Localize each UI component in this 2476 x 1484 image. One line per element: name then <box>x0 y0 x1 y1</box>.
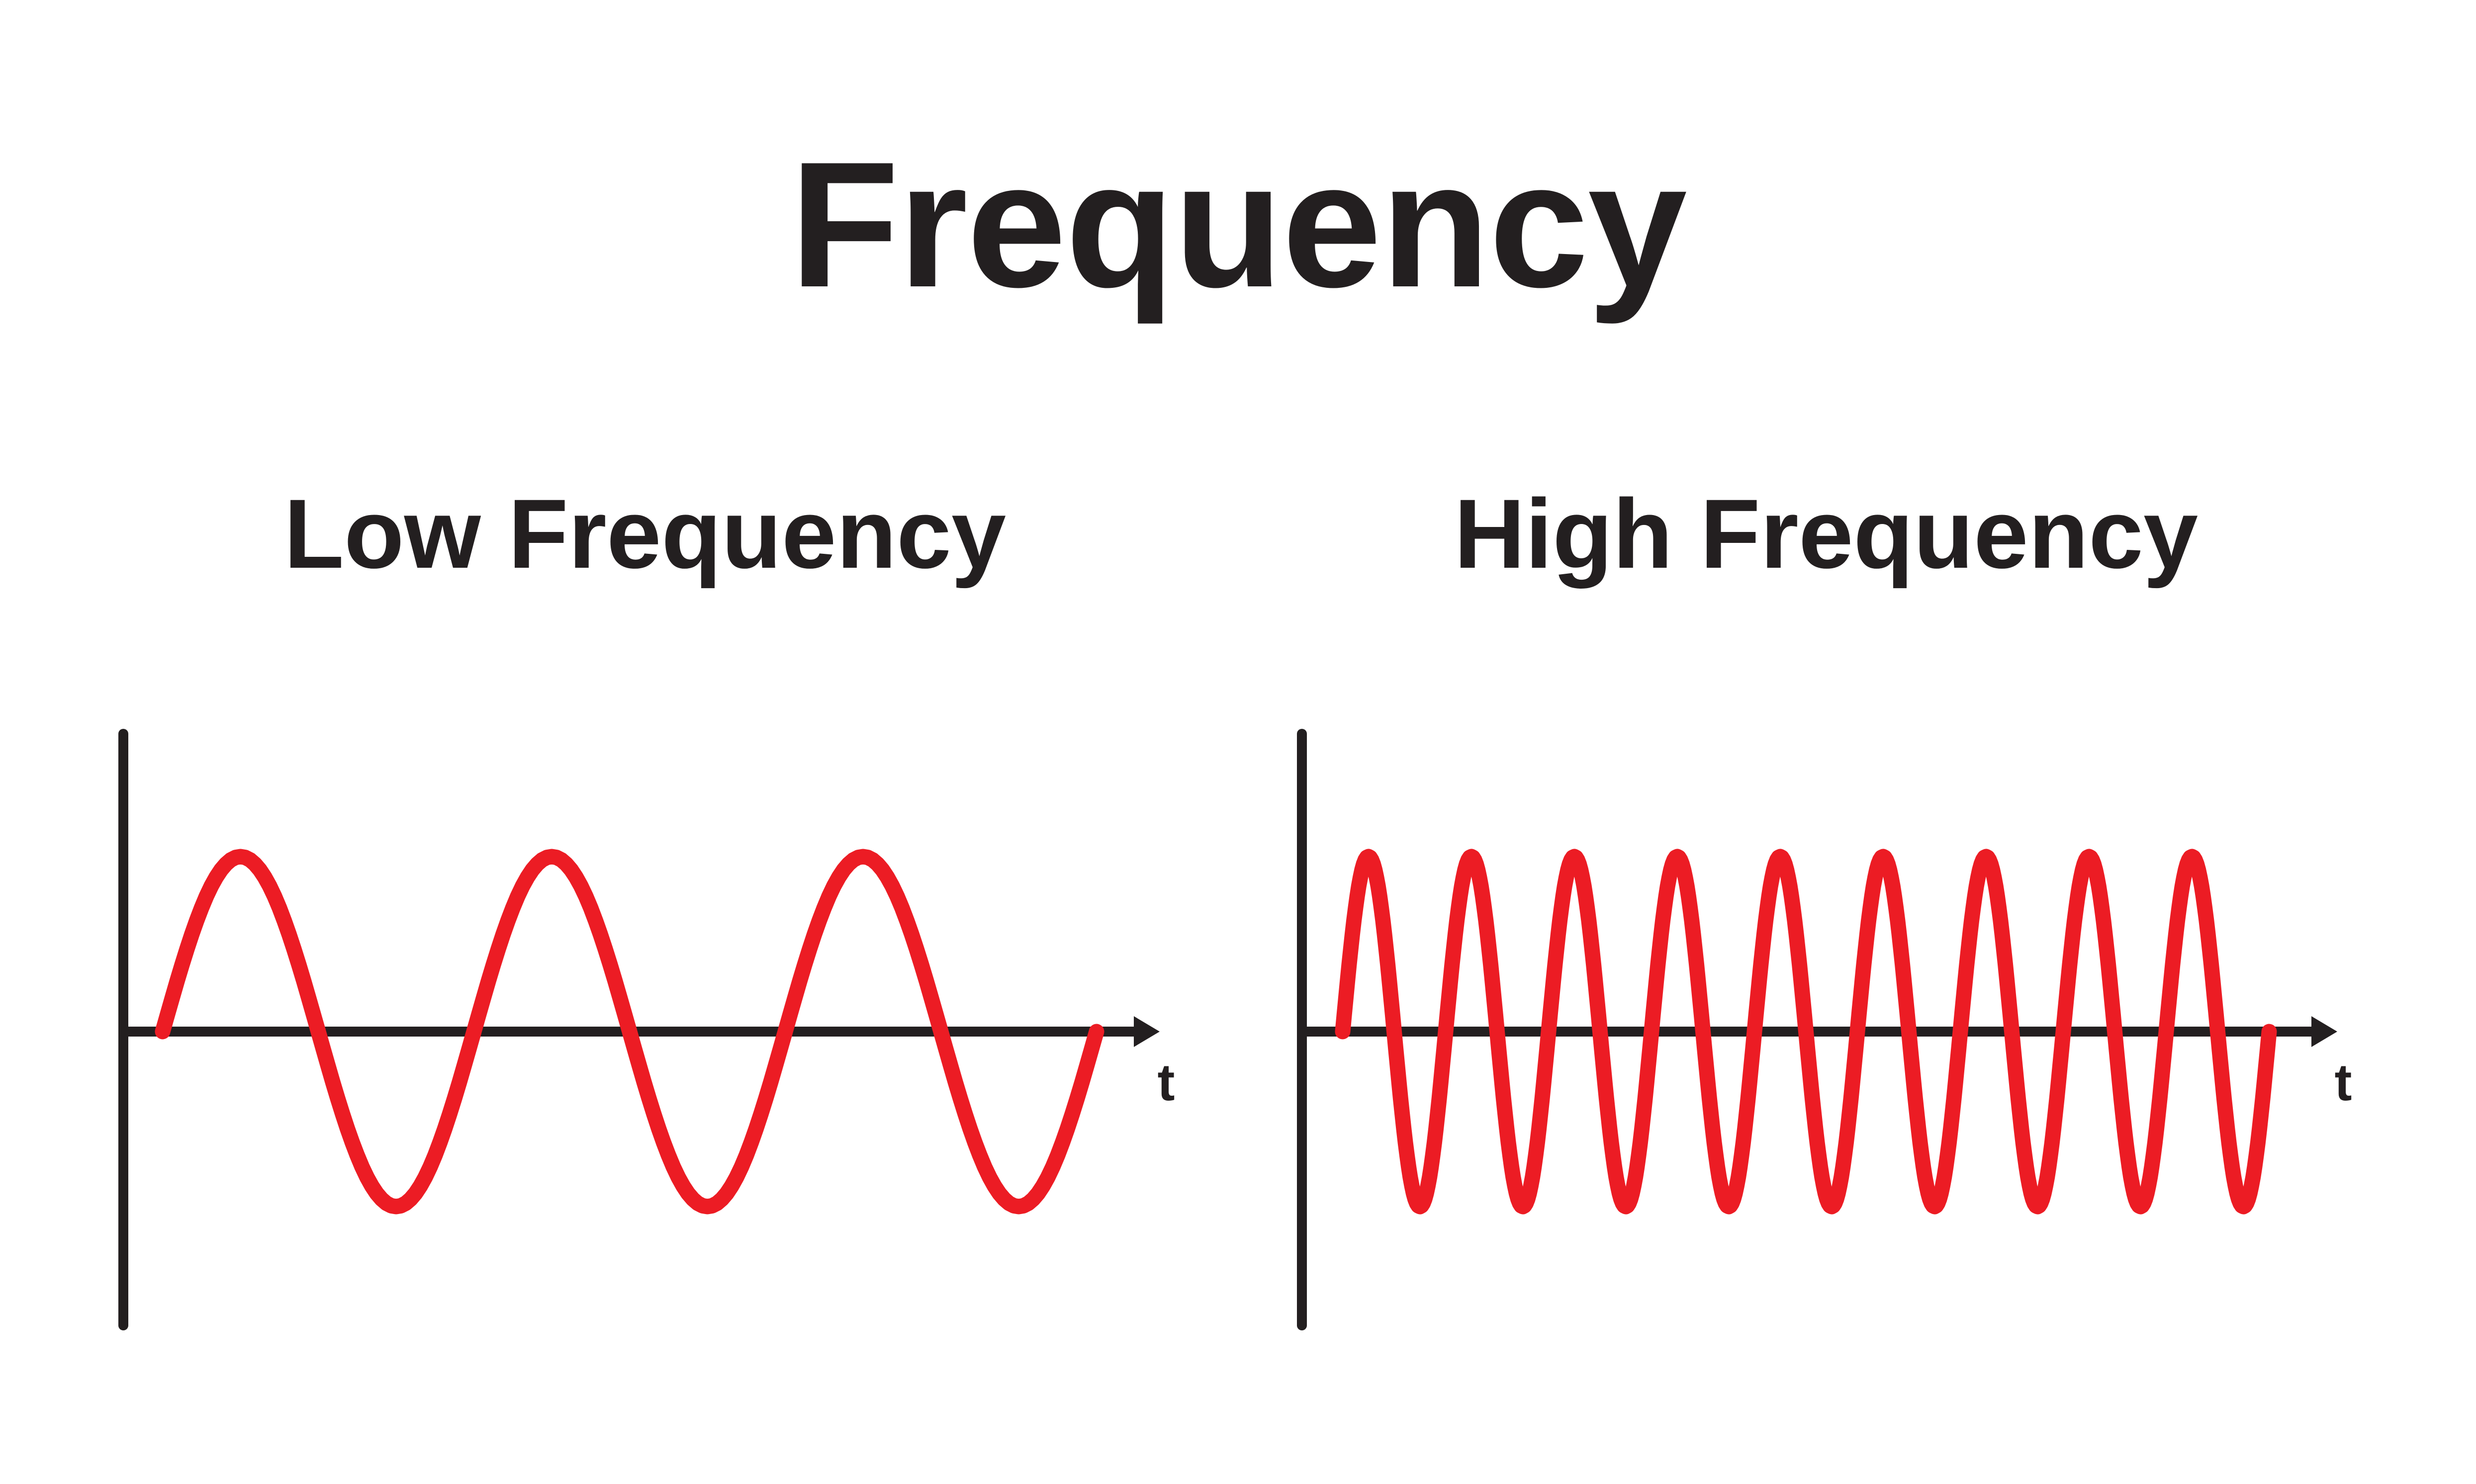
high-frequency-heading: High Frequency <box>1454 479 2199 589</box>
low-frequency-heading: Low Frequency <box>283 479 1007 589</box>
high-t-axis-arrowhead-icon <box>2311 1016 2337 1047</box>
page-title: Frequency <box>790 125 1687 325</box>
low-t-axis-arrowhead-icon <box>1134 1016 1160 1047</box>
high-frequency-plot: t <box>1297 729 2352 1330</box>
low-t-axis-label: t <box>1158 1053 1175 1112</box>
high-t-axis-label: t <box>2335 1053 2352 1112</box>
high-frequency-sine-wave <box>1335 849 2277 1215</box>
low-frequency-sine-wave <box>155 849 1104 1215</box>
low-frequency-plot: t <box>118 729 1175 1330</box>
